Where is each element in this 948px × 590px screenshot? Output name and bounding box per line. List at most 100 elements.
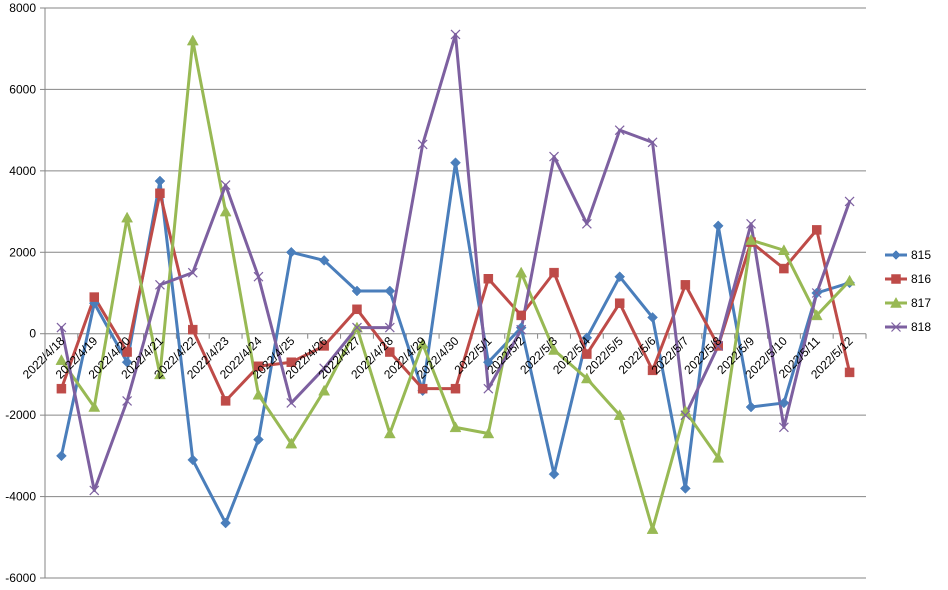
- data-point-817-5: [219, 205, 232, 217]
- data-point-817-16: [580, 372, 593, 384]
- legend-item-818: 818: [885, 320, 931, 334]
- data-point-818-8: [319, 363, 330, 374]
- data-point-816-17: [614, 298, 625, 308]
- data-point-815-7: [285, 246, 297, 258]
- data-point-818-6: [253, 271, 264, 282]
- data-point-815-10: [384, 285, 396, 297]
- data-point-817-15: [548, 343, 560, 355]
- y-tick-label: -2000: [5, 408, 36, 422]
- data-point-818-1: [89, 485, 100, 496]
- data-point-816-14: [516, 310, 526, 321]
- data-point-816-13: [483, 274, 494, 284]
- data-point-817-23: [810, 309, 823, 321]
- data-point-818-24: [844, 196, 855, 207]
- data-point-818-15: [549, 151, 559, 162]
- data-point-816-4: [188, 324, 198, 335]
- data-point-815-19: [680, 483, 691, 494]
- y-tick-label: 0: [29, 327, 36, 341]
- data-point-817-14: [515, 266, 528, 278]
- data-point-816-15: [549, 267, 559, 278]
- data-point-815-22: [778, 397, 790, 409]
- data-point-816-10: [385, 347, 395, 357]
- data-point-816-24: [844, 367, 855, 378]
- data-point-818-17: [614, 125, 625, 136]
- data-point-815-18: [647, 312, 658, 323]
- legend-item-815: 815: [885, 248, 931, 262]
- data-point-818-23: [811, 288, 822, 298]
- data-point-817-12: [449, 421, 462, 433]
- data-point-817-17: [613, 409, 626, 420]
- legend-marker-815: [891, 250, 901, 260]
- data-point-818-14: [516, 324, 527, 335]
- data-point-815-4: [187, 454, 199, 466]
- data-point-817-13: [482, 427, 495, 439]
- data-point-818-5: [220, 180, 231, 191]
- data-point-816-12: [450, 383, 461, 394]
- legend-item-816: 816: [885, 272, 931, 286]
- y-tick-label: -6000: [5, 571, 36, 585]
- data-point-818-0: [56, 322, 67, 333]
- data-point-818-18: [647, 137, 658, 148]
- data-point-818-16: [581, 218, 592, 229]
- data-point-816-1: [89, 292, 100, 302]
- series-markers: [55, 29, 856, 534]
- data-point-815-6: [253, 434, 264, 445]
- data-point-816-9: [352, 304, 362, 315]
- y-tick-label: 2000: [9, 245, 36, 259]
- data-point-817-24: [843, 274, 856, 286]
- data-point-816-6: [253, 361, 264, 372]
- data-point-815-15: [548, 468, 560, 480]
- data-point-817-21: [745, 234, 757, 245]
- data-point-817-8: [318, 384, 331, 396]
- legend-label: 817: [911, 296, 931, 310]
- data-point-818-19: [680, 410, 691, 421]
- data-point-818-11: [417, 139, 428, 150]
- y-tick-label: 6000: [9, 82, 36, 96]
- data-point-817-0: [55, 354, 68, 365]
- data-point-817-2: [121, 211, 134, 223]
- legend-marker-817: [890, 296, 902, 308]
- data-point-815-2: [121, 356, 133, 368]
- data-point-816-16: [582, 349, 592, 359]
- data-point-816-22: [779, 263, 789, 274]
- data-point-817-10: [383, 427, 396, 439]
- legend-label: 816: [911, 272, 931, 286]
- y-tick-label: -4000: [5, 490, 36, 504]
- data-point-816-19: [680, 280, 691, 290]
- data-point-816-11: [417, 383, 428, 394]
- data-point-817-3: [154, 368, 166, 380]
- data-point-816-7: [286, 357, 297, 367]
- data-point-818-2: [122, 395, 133, 406]
- data-point-818-10: [384, 322, 395, 333]
- series-lines: [59, 32, 852, 531]
- data-point-816-18: [647, 365, 658, 376]
- y-tick-label: 4000: [9, 164, 36, 178]
- data-point-817-1: [88, 400, 101, 412]
- data-point-817-4: [186, 34, 199, 46]
- data-point-815-9: [351, 285, 363, 297]
- y-axis-tick-labels: -6000 -4000 -2000 0 2000 4000 6000 8000: [5, 1, 36, 585]
- data-point-817-18: [646, 523, 659, 534]
- series-line-817: [59, 39, 852, 531]
- data-point-815-21: [745, 401, 757, 413]
- legend-label: 815: [911, 248, 931, 262]
- data-point-818-7: [286, 398, 297, 408]
- data-point-816-5: [220, 396, 231, 406]
- data-point-815-16: [581, 332, 593, 344]
- data-point-815-3: [154, 175, 166, 187]
- data-point-815-12: [450, 157, 461, 169]
- data-point-816-3: [155, 188, 165, 198]
- data-point-817-6: [252, 388, 265, 400]
- legend-marker-816: [891, 274, 901, 284]
- legend-marker-818: [891, 322, 901, 332]
- data-point-815-0: [56, 450, 67, 462]
- data-point-815-5: [220, 517, 231, 529]
- data-point-818-22: [778, 422, 789, 433]
- data-point-818-13: [483, 383, 494, 394]
- data-point-817-22: [777, 244, 790, 255]
- data-point-816-8: [319, 341, 329, 351]
- legend: 815 816 817 818: [885, 248, 931, 334]
- data-point-818-20: [713, 341, 724, 351]
